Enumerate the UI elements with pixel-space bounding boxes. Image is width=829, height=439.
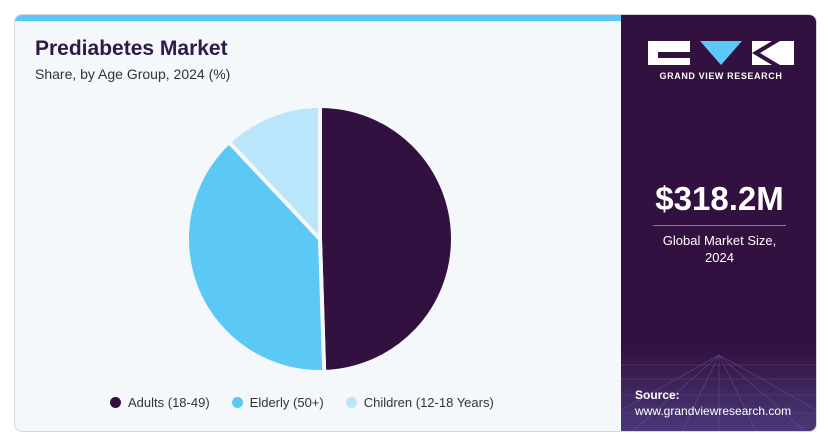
pie-slices <box>185 104 455 374</box>
legend-swatch-elderly <box>231 397 243 408</box>
brand-logo: GRAND VIEW RESEARCH <box>648 39 794 81</box>
pie-slice-children <box>226 104 322 241</box>
legend-swatch-children <box>345 397 357 408</box>
pie-chart <box>185 104 455 374</box>
source-note: Source: www.grandviewresearch.com <box>635 387 791 419</box>
chart-legend: Adults (18-49) Elderly (50+) Children (1… <box>110 395 516 410</box>
legend-item-children: Children (12-18 Years) <box>345 395 494 410</box>
sidebar-panel: GRAND VIEW RESEARCH $318.2M Global Marke… <box>621 15 816 431</box>
divider <box>653 225 786 226</box>
chart-card: Prediabetes Market Share, by Age Group, … <box>14 14 817 432</box>
legend-item-adults: Adults (18-49) <box>110 395 210 410</box>
legend-swatch-adults <box>110 397 121 408</box>
market-size-label: Global Market Size, 2024 <box>621 232 816 266</box>
chart-panel: Prediabetes Market Share, by Age Group, … <box>15 15 621 431</box>
pie-slice-adults <box>318 104 455 374</box>
chart-subtitle: Share, by Age Group, 2024 (%) <box>35 66 231 82</box>
pie-slice-elderly <box>185 140 327 374</box>
market-size-label-line1: Global Market Size, <box>662 233 777 248</box>
chart-title: Prediabetes Market <box>35 37 228 60</box>
legend-label-children: Children (12-18 Years) <box>363 395 494 410</box>
source-link[interactable]: www.grandviewresearch.com <box>635 404 792 418</box>
legend-label-elderly: Elderly (50+) <box>249 395 324 410</box>
legend-label-adults: Adults (18-49) <box>128 395 210 410</box>
legend-item-elderly: Elderly (50+) <box>231 395 324 410</box>
decorative-grid <box>621 345 816 431</box>
market-size-label-line2: 2024 <box>705 250 734 265</box>
source-label: Source: <box>635 388 680 402</box>
logo-mark-icon <box>648 41 794 65</box>
accent-bar <box>15 15 621 21</box>
market-size-value: $318.2M <box>655 180 784 217</box>
brand-name: GRAND VIEW RESEARCH <box>659 71 783 81</box>
